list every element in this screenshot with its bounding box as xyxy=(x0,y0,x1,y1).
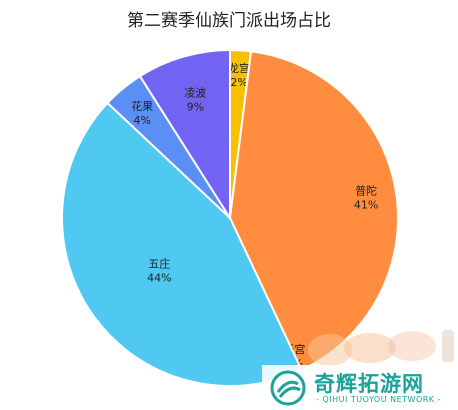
slice-label: 普陀 xyxy=(355,183,377,197)
watermark-name: 奇辉拓游网 xyxy=(314,371,424,396)
slice-percent-label: 44% xyxy=(147,271,171,284)
site-watermark: 奇辉拓游网 - QIHUI TUOYOU NETWORK - xyxy=(262,365,458,410)
chart-title: 第二赛季仙族门派出场占比 xyxy=(127,11,331,31)
slice-percent-label: 4% xyxy=(133,114,150,127)
pie-slice-6 xyxy=(138,48,231,222)
slice-label: 凌波 xyxy=(184,86,206,100)
slice-percent-label: 2% xyxy=(230,76,247,89)
pie-slice-4 xyxy=(60,101,303,387)
slice-label: 五庄 xyxy=(148,256,170,270)
watermark-subtitle: - QIHUI TUOYOU NETWORK - xyxy=(316,395,441,404)
slice-percent-label: 41% xyxy=(354,198,378,211)
pie-slice-2 xyxy=(228,50,399,372)
slice-percent-label: 9% xyxy=(187,101,204,114)
site-logo-icon xyxy=(270,370,306,406)
slice-label: 花果 xyxy=(131,100,153,113)
game-logo-decoration xyxy=(308,330,454,366)
slice-label: 龙宫 xyxy=(228,61,250,75)
